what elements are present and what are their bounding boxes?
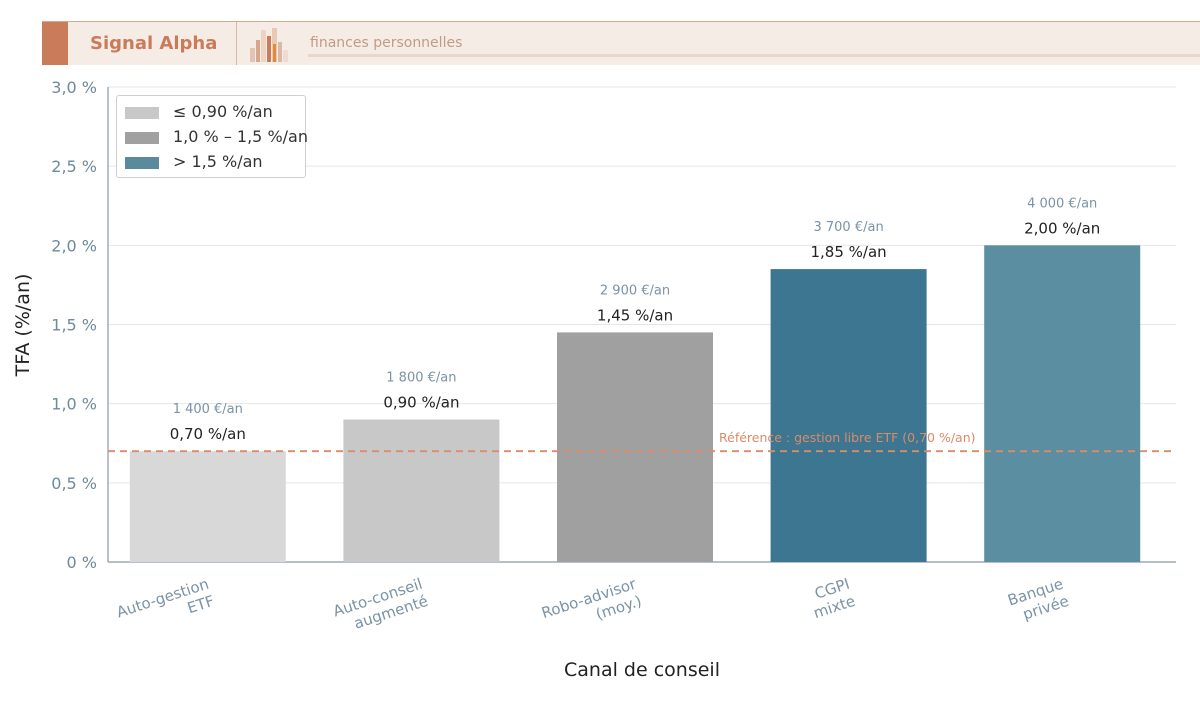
bar-cost-label: 1 800 €/an (386, 371, 456, 386)
site-header: Signal Alpha finances personnelles (42, 21, 1200, 65)
y-tick-label: 0,5 % (51, 474, 97, 493)
bar-cost-label: 3 700 €/an (813, 220, 883, 235)
tagline: finances personnelles (310, 35, 463, 51)
bar (770, 269, 927, 562)
bar-cost-label: 4 000 €/an (1027, 196, 1097, 211)
legend-label-low: ≤ 0,90 %/an (173, 102, 273, 121)
legend-label-mid: 1,0 % – 1,5 %/an (173, 127, 308, 146)
bar (557, 332, 713, 562)
bar (343, 419, 500, 562)
reference-label: Référence : gestion libre ETF (0,70 %/an… (719, 430, 976, 445)
y-axis-title: TFA (%/an) (12, 274, 34, 378)
x-axis-title: Canal de conseil (564, 659, 720, 681)
tagline-underline (308, 54, 1200, 57)
legend-swatch-high (125, 157, 159, 169)
bar (984, 245, 1141, 563)
bar (129, 451, 286, 562)
legend-swatch-mid (125, 132, 159, 144)
y-tick-label: 0 % (67, 553, 97, 572)
brand-name: Signal Alpha (90, 33, 218, 54)
bar-value-label: 0,70 %/an (170, 425, 246, 443)
bar-value-label: 1,45 %/an (597, 306, 673, 324)
bar-cost-label: 2 900 €/an (600, 283, 670, 298)
y-tick-label: 2,0 % (51, 236, 97, 255)
legend-label-high: > 1,5 %/an (173, 152, 263, 171)
y-tick-label: 1,5 % (51, 316, 97, 335)
bar-value-label: 0,90 %/an (383, 394, 459, 412)
header-divider (236, 22, 237, 65)
y-tick-label: 1,0 % (51, 395, 97, 414)
city-skyline-icon (250, 28, 288, 62)
chart-legend: ≤ 0,90 %/an 1,0 % – 1,5 %/an > 1,5 %/an (116, 95, 308, 178)
legend-swatch-low (125, 107, 159, 119)
bar-value-label: 2,00 %/an (1024, 219, 1100, 237)
brand-swatch (42, 22, 68, 65)
x-tick-label: Robo-advisor(moy.) (539, 574, 644, 623)
y-tick-label: 3,0 % (51, 78, 97, 97)
y-tick-label: 2,5 % (51, 157, 97, 176)
bar-cost-label: 1 400 €/an (173, 402, 243, 417)
bar-value-label: 1,85 %/an (811, 243, 887, 261)
